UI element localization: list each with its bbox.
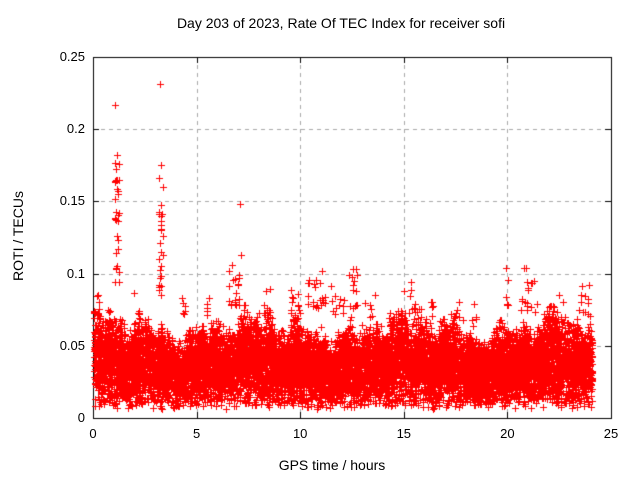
x-tick-label: 0: [89, 426, 97, 441]
y-tick-label: 0.2: [66, 121, 85, 137]
chart-title: Day 203 of 2023, Rate Of TEC Index for r…: [176, 15, 506, 31]
x-axis-label: GPS time / hours: [278, 457, 386, 473]
x-tick-label: 25: [603, 426, 619, 441]
y-tick-label: 0.05: [59, 337, 85, 353]
y-tick-label: 0: [77, 410, 85, 425]
y-tick-label: 0.15: [59, 193, 85, 209]
y-tick-label: 0.25: [59, 49, 85, 64]
x-tick-label: 10: [292, 426, 308, 441]
x-tick-label: 15: [396, 426, 412, 441]
y-tick-label: 0.1: [66, 265, 85, 281]
x-tick-label: 5: [192, 426, 201, 441]
y-axis-label: ROTI / TECUs: [10, 191, 26, 281]
x-tick-label: 20: [500, 426, 515, 441]
